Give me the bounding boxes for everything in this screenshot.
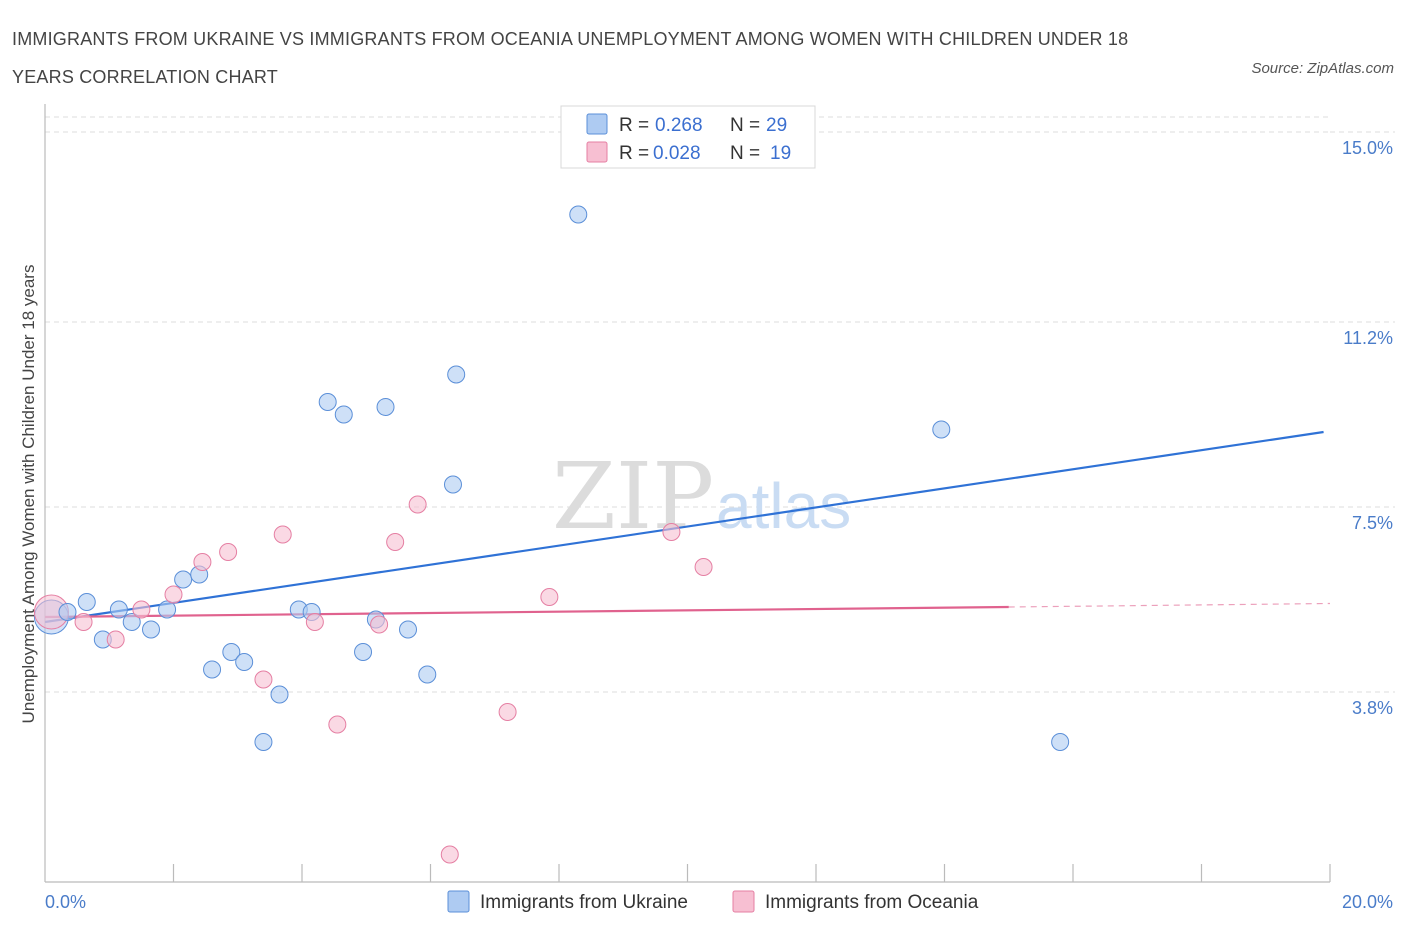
point-oceania-16	[540, 588, 559, 606]
point-oceania-8	[273, 525, 292, 544]
point-oceania-15	[498, 703, 517, 721]
y-tick-label-2: 11.2%	[1343, 328, 1393, 348]
point-oceania-10	[328, 715, 347, 734]
trend-line-ukraine	[44, 430, 1324, 624]
point-ukraine-14	[270, 685, 289, 704]
y-tick-label-3: 15.0%	[1342, 138, 1393, 158]
point-ukraine-13	[254, 733, 273, 751]
point-ukraine-19	[354, 643, 373, 661]
point-ukraine-26	[569, 205, 588, 224]
legend-r-value-ukraine: 0.268	[655, 115, 703, 136]
point-ukraine-4	[109, 600, 128, 619]
point-ukraine-27	[932, 420, 951, 439]
trend-line-oceania-extrapolated	[1008, 602, 1331, 608]
legend-r-label-ukraine: R =	[619, 115, 649, 136]
x-tick-label-max: 20.0%	[1342, 892, 1393, 912]
point-ukraine-11	[222, 643, 241, 661]
point-oceania-4	[164, 585, 183, 604]
point-ukraine-6	[142, 620, 161, 639]
point-oceania-1	[74, 613, 93, 631]
legend-n-value-ukraine: 29	[766, 115, 787, 136]
point-ukraine-12	[235, 653, 254, 671]
point-ukraine-2	[77, 593, 96, 611]
series-legend: Immigrants from Ukraine Immigrants from …	[447, 890, 979, 913]
point-oceania-18	[694, 558, 713, 576]
point-oceania-3	[132, 600, 151, 619]
legend-swatch-ukraine	[586, 113, 608, 135]
y-tick-label-1: 7.5%	[1352, 513, 1393, 533]
bottom-legend-label-oceania: Immigrants from Oceania	[765, 892, 979, 913]
legend-n-label-oceania: N =	[730, 143, 760, 164]
bottom-legend-label-ukraine: Immigrants from Ukraine	[480, 892, 688, 913]
point-ukraine-5	[122, 613, 141, 631]
point-ukraine-24	[443, 475, 462, 494]
x-tick-label-min: 0.0%	[45, 892, 86, 912]
point-oceania-13	[408, 495, 427, 514]
bottom-legend-swatch-ukraine	[447, 890, 470, 913]
point-oceania-7	[254, 670, 273, 689]
y-tick-labels: 3.8% 7.5% 11.2% 15.0%	[1342, 138, 1393, 718]
legend-r-value-oceania: 0.028	[653, 143, 701, 164]
legend-n-label-ukraine: N =	[730, 115, 760, 136]
point-ukraine-7	[158, 600, 177, 619]
axes	[44, 104, 1331, 883]
gridlines	[45, 116, 1395, 693]
correlation-legend: R = 0.268 N = 29 R = 0.028 N = 19	[560, 105, 816, 169]
point-ukraine-17	[318, 393, 337, 411]
point-ukraine-8	[174, 570, 193, 589]
legend-n-value-oceania: 19	[770, 143, 791, 164]
point-oceania-14	[440, 845, 459, 864]
y-tick-label-0: 3.8%	[1352, 698, 1393, 718]
point-ukraine-28	[1051, 733, 1070, 751]
point-ukraine-22	[399, 620, 418, 639]
chart-title: IMMIGRANTS FROM UKRAINE VS IMMIGRANTS FR…	[12, 29, 1129, 87]
legend-r-label-oceania: R =	[619, 143, 649, 164]
watermark-zip: ZIP	[552, 443, 714, 550]
trend-line-oceania	[44, 605, 1009, 619]
point-ukraine-1	[58, 603, 77, 621]
point-ukraine-21	[376, 398, 395, 416]
point-oceania-11	[370, 615, 389, 634]
point-ukraine-18	[334, 405, 353, 424]
point-oceania-9	[305, 613, 324, 631]
point-oceania-17	[662, 523, 681, 541]
y-axis-label: Unemployment Among Women with Children U…	[19, 265, 38, 724]
source-label: Source: ZipAtlas.com	[1251, 60, 1394, 77]
trend-lines	[44, 430, 1331, 624]
point-oceania-2	[106, 630, 125, 649]
bottom-legend-swatch-oceania	[732, 890, 755, 913]
point-oceania-12	[386, 533, 405, 551]
data-points	[33, 205, 1070, 864]
legend-swatch-oceania	[586, 141, 608, 163]
point-oceania-5	[193, 553, 212, 571]
point-ukraine-23	[418, 665, 437, 684]
point-oceania-6	[219, 543, 238, 561]
point-ukraine-10	[203, 660, 222, 679]
point-ukraine-25	[447, 365, 466, 384]
